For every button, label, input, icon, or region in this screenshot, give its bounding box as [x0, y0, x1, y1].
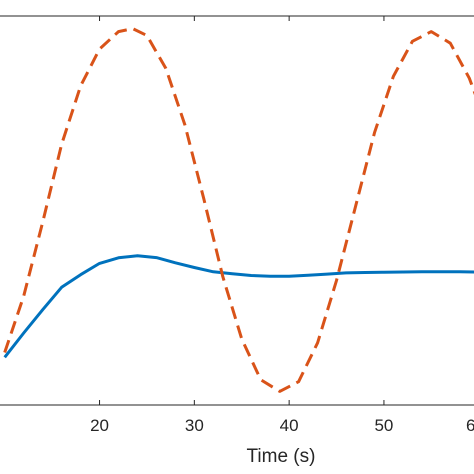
x-tick-label-partial-1: 6 [466, 416, 474, 435]
x-tick-label-30: 30 [185, 416, 204, 435]
x-tick-label-50: 50 [374, 416, 393, 435]
x-tick-label-40: 40 [280, 416, 299, 435]
x-tick-label-20: 20 [90, 416, 109, 435]
series-line-2 [3, 27, 474, 393]
series-line-1 [3, 254, 474, 359]
plot-area [0, 16, 474, 405]
x-axis-label: Time (s) [247, 446, 316, 467]
